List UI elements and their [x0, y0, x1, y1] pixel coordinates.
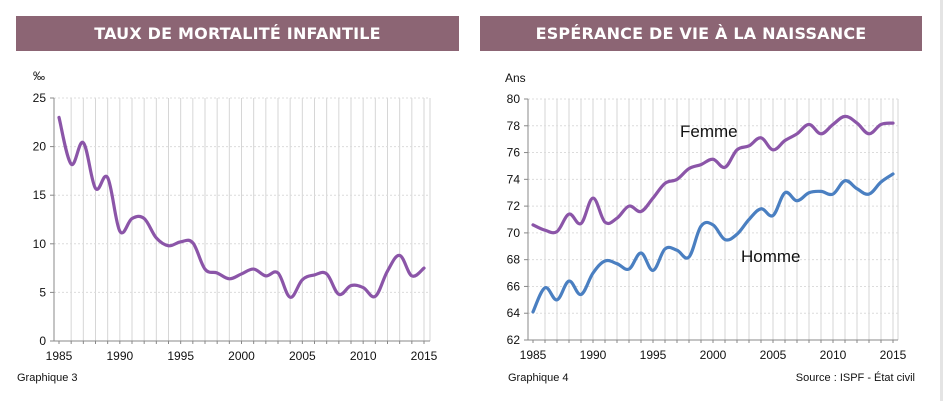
source-note: Source : ISPF - État civil [796, 371, 915, 384]
y-axis-unit: ‰ [33, 69, 45, 83]
y-tick-label: 25 [33, 91, 47, 105]
x-tick-label: 2015 [411, 349, 438, 363]
y-tick-label: 5 [39, 285, 46, 299]
x-tick-label: 2010 [820, 348, 847, 362]
series-label-femme: Femme [680, 122, 738, 141]
header-esperance: ESPÉRANCE DE VIE À LA NAISSANCE [480, 16, 922, 51]
chart-esperance: 62 64 66 68 70 72 74 76 78 80 1985 1990 1995 2000 2005… [505, 71, 907, 362]
x-tick-label: 2000 [228, 349, 255, 363]
y-tick-label: 20 [33, 140, 47, 154]
chart-mortalite: 0 5 10 15 20 25 1985 1990 1995 2000 2005 2010 2015 ‰ [33, 69, 438, 363]
y-tick-label: 10 [33, 237, 47, 251]
caption-graphique-4: Graphique 4 [508, 372, 569, 384]
x-tick-label: 1995 [167, 349, 194, 363]
y-tick-label: 66 [507, 279, 521, 293]
x-tick-label: 2005 [760, 348, 787, 362]
x-tick-label: 2000 [700, 348, 727, 362]
y-tick-label: 76 [507, 146, 521, 160]
x-tick-label: 2005 [289, 349, 316, 363]
x-tick-label: 2010 [350, 349, 377, 363]
x-tick-label: 1990 [106, 349, 133, 363]
header-mortalite: TAUX DE MORTALITÉ INFANTILE [16, 16, 459, 51]
y-tick-label: 80 [507, 92, 521, 106]
x-tick-label: 1985 [520, 348, 547, 362]
series-line-mortalite [57, 115, 426, 299]
page-edge [940, 0, 943, 401]
x-tick-label: 2015 [880, 348, 907, 362]
y-tick-label: 15 [33, 188, 47, 202]
y-tick-label: 78 [507, 119, 521, 133]
x-tick-label: 1990 [580, 348, 607, 362]
caption-graphique-3: Graphique 3 [17, 372, 78, 384]
y-axis-unit: Ans [505, 71, 526, 85]
series-line-homme [531, 172, 895, 314]
x-tick-label: 1985 [46, 349, 73, 363]
y-tick-label: 64 [507, 306, 521, 320]
y-tick-label: 74 [507, 172, 521, 186]
y-tick-label: 72 [507, 199, 521, 213]
y-tick-label: 68 [507, 253, 521, 267]
y-tick-label: 62 [507, 333, 521, 347]
series-label-homme: Homme [741, 247, 801, 266]
y-tick-label: 0 [39, 334, 46, 348]
x-tick-label: 1995 [640, 348, 667, 362]
series-line-femme [531, 114, 895, 235]
y-tick-label: 70 [507, 226, 521, 240]
